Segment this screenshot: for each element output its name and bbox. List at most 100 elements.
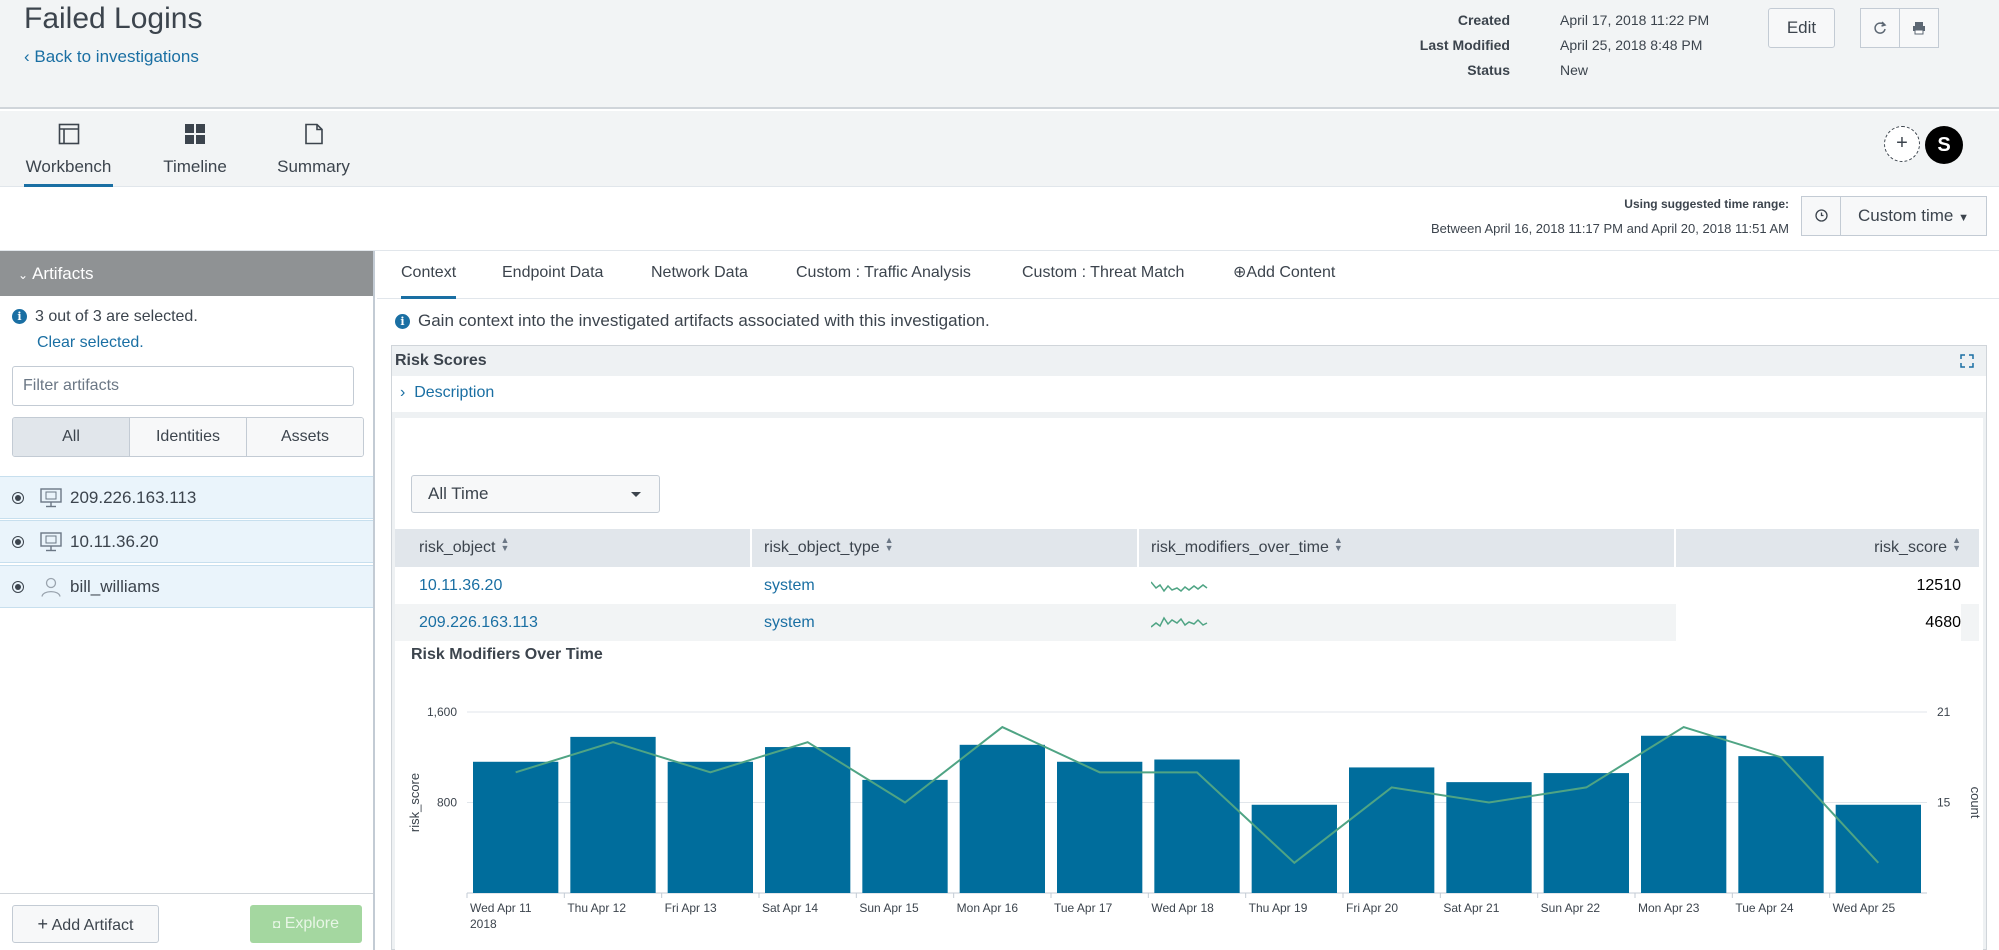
investigation-header: Failed Logins ‹ Back to investigations C… bbox=[0, 0, 1999, 109]
artifact-radio[interactable] bbox=[12, 536, 24, 548]
artifact-row[interactable]: 10.11.36.20 bbox=[0, 520, 373, 563]
risk-object-type-link[interactable]: system bbox=[764, 577, 815, 594]
y2-axis-title: count bbox=[1968, 787, 1983, 819]
tab-add-content[interactable]: ⊕Add Content bbox=[1233, 251, 1335, 299]
bar bbox=[1543, 773, 1629, 893]
bar bbox=[1738, 756, 1824, 893]
content-panel: Context Endpoint Data Network Data Custo… bbox=[377, 251, 1999, 950]
tab-label: Summary bbox=[277, 157, 350, 176]
time-range-value: Between April 16, 2018 11:17 PM and Apri… bbox=[1431, 221, 1789, 236]
x-tick-label: Sun Apr 22 bbox=[1541, 901, 1601, 915]
artifact-label: 209.226.163.113 bbox=[70, 488, 197, 507]
column-header-risk-object[interactable]: risk_object ▲ ▼ bbox=[395, 529, 750, 567]
x-tick-label: Tue Apr 17 bbox=[1054, 901, 1113, 915]
info-icon: i bbox=[395, 314, 410, 329]
artifact-radio[interactable] bbox=[12, 492, 24, 504]
explore-label: Explore bbox=[284, 915, 339, 932]
x-tick-label: Sun Apr 15 bbox=[859, 901, 919, 915]
chart-title: Risk Modifiers Over Time bbox=[411, 646, 603, 663]
column-label: risk_modifiers_over_time bbox=[1151, 539, 1329, 556]
add-content-label: Add Content bbox=[1246, 264, 1336, 281]
meta-value: April 25, 2018 8:48 PM bbox=[1560, 37, 1703, 53]
bar bbox=[473, 761, 559, 893]
time-range-dropdown-label: All Time bbox=[428, 484, 489, 503]
description-toggle[interactable]: › Description bbox=[400, 384, 494, 402]
risk-object-link[interactable]: 209.226.163.113 bbox=[419, 614, 538, 631]
column-header-risk-score[interactable]: risk_score ▲ ▼ bbox=[1676, 529, 1979, 567]
column-label: risk_object_type bbox=[764, 539, 880, 556]
custom-time-dropdown[interactable]: Custom time ▼ bbox=[1840, 196, 1987, 236]
artifacts-header[interactable]: ⌄ Artifacts bbox=[0, 251, 373, 296]
column-header-risk-object-type[interactable]: risk_object_type ▲ ▼ bbox=[752, 529, 1137, 567]
divider bbox=[0, 893, 373, 894]
bar bbox=[1154, 759, 1240, 893]
bar bbox=[570, 736, 656, 893]
edit-button[interactable]: Edit bbox=[1768, 8, 1835, 48]
x-tick-label: Tue Apr 24 bbox=[1735, 901, 1794, 915]
bar bbox=[765, 747, 851, 893]
risk-scores-body: All Time risk_object ▲ ▼ risk_object_type ▲… bbox=[395, 418, 1983, 950]
filter-artifacts-input[interactable] bbox=[12, 366, 354, 406]
page-title: Failed Logins bbox=[24, 2, 203, 35]
bar bbox=[1835, 804, 1921, 893]
artifact-type-filter: All Identities Assets bbox=[12, 417, 364, 457]
clock-button[interactable] bbox=[1801, 196, 1841, 236]
plus-icon: + bbox=[37, 914, 49, 934]
table-row: 209.226.163.113 system 4680 bbox=[395, 604, 1979, 641]
print-button[interactable] bbox=[1899, 8, 1939, 48]
tab-context[interactable]: Context bbox=[401, 251, 457, 299]
y-tick-label: 800 bbox=[437, 796, 457, 810]
tab-timeline[interactable]: Timeline bbox=[160, 111, 230, 187]
tab-traffic-analysis[interactable]: Custom : Traffic Analysis bbox=[796, 264, 971, 281]
meta-value: April 17, 2018 11:22 PM bbox=[1560, 12, 1710, 28]
risk-scores-panel: Risk Scores › Description All Time risk_… bbox=[391, 345, 1987, 950]
artifact-radio[interactable] bbox=[12, 581, 24, 593]
tab-threat-match[interactable]: Custom : Threat Match bbox=[1022, 264, 1185, 281]
explore-button[interactable]: ◘ Explore bbox=[250, 905, 362, 943]
tab-label: Timeline bbox=[163, 157, 227, 176]
sort-icon: ▲ ▼ bbox=[884, 535, 894, 553]
x-tick-label: Mon Apr 23 bbox=[1638, 901, 1700, 915]
back-to-investigations-link[interactable]: ‹ Back to investigations bbox=[24, 47, 199, 67]
refresh-icon bbox=[1874, 21, 1887, 34]
segment-all[interactable]: All bbox=[13, 418, 130, 456]
x-tick-label: Wed Apr 11 bbox=[470, 901, 532, 915]
x-year-label: 2018 bbox=[470, 917, 497, 931]
x-tick-label: Fri Apr 13 bbox=[665, 901, 717, 915]
chevron-right-icon: › bbox=[400, 384, 406, 401]
description-row: › Description bbox=[392, 376, 1986, 412]
tab-network-data[interactable]: Network Data bbox=[651, 264, 748, 281]
bar bbox=[1057, 761, 1143, 893]
bar bbox=[1251, 804, 1337, 893]
tab-endpoint-data[interactable]: Endpoint Data bbox=[502, 264, 604, 281]
add-collaborator-button[interactable]: + bbox=[1884, 126, 1920, 162]
info-icon: i bbox=[12, 309, 27, 324]
meta-key: Status bbox=[1467, 62, 1510, 78]
tab-summary[interactable]: Summary bbox=[276, 111, 351, 187]
content-tabs: Context Endpoint Data Network Data Custo… bbox=[377, 251, 1999, 299]
meta-key: Last Modified bbox=[1419, 37, 1510, 53]
avatar[interactable]: S bbox=[1925, 126, 1963, 164]
artifacts-panel: ⌄ Artifacts i 3 out of 3 are selected. Cle… bbox=[0, 251, 375, 950]
time-range-dropdown[interactable]: All Time bbox=[411, 475, 660, 513]
table-header: risk_object ▲ ▼ risk_object_type ▲ ▼ risk_mo… bbox=[395, 529, 1979, 567]
artifact-row[interactable]: bill_williams bbox=[0, 565, 373, 608]
risk-object-type-link[interactable]: system bbox=[764, 614, 815, 631]
expand-icon[interactable] bbox=[1960, 354, 1974, 368]
explore-icon: ◘ bbox=[273, 917, 281, 931]
artifact-row[interactable]: 209.226.163.113 bbox=[0, 476, 373, 519]
timeline-icon bbox=[185, 124, 205, 144]
selection-info-text: 3 out of 3 are selected. bbox=[35, 308, 198, 325]
risk-score-value: 12510 bbox=[1916, 577, 1962, 594]
tab-workbench[interactable]: Workbench bbox=[24, 111, 113, 187]
plus-circle-icon: ⊕ bbox=[1233, 264, 1247, 281]
clear-selected-link[interactable]: Clear selected. bbox=[37, 334, 144, 351]
add-artifact-button[interactable]: + Add Artifact bbox=[12, 905, 159, 943]
segment-assets[interactable]: Assets bbox=[247, 418, 363, 456]
column-header-risk-modifiers[interactable]: risk_modifiers_over_time ▲ ▼ bbox=[1139, 529, 1674, 567]
refresh-button[interactable] bbox=[1860, 8, 1900, 48]
context-info-text: Gain context into the investigated artif… bbox=[418, 311, 990, 330]
segment-identities[interactable]: Identities bbox=[130, 418, 247, 456]
risk-object-link[interactable]: 10.11.36.20 bbox=[419, 577, 503, 594]
sparkline bbox=[1151, 581, 1208, 593]
